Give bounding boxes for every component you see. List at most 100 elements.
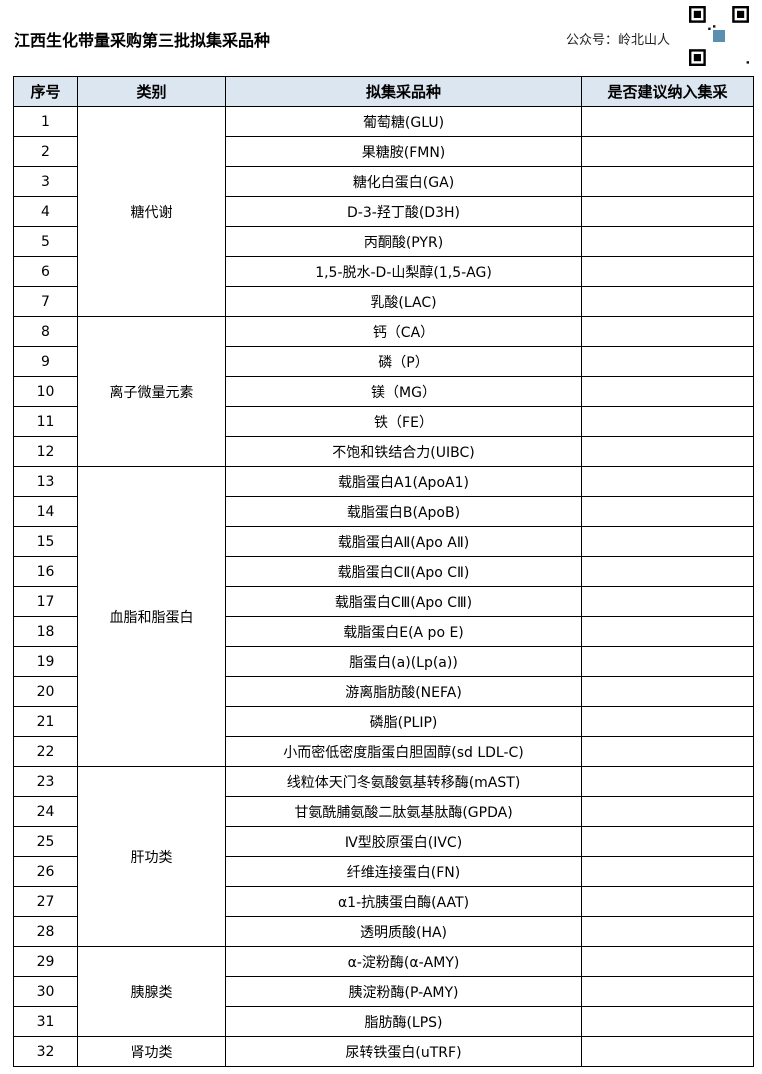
row-index: 8 bbox=[13, 316, 78, 347]
row-index: 15 bbox=[13, 526, 78, 557]
row-product: 磷脂(PLIP) bbox=[225, 706, 582, 737]
row-recommend-cell[interactable] bbox=[581, 826, 754, 857]
row-recommend-cell[interactable] bbox=[581, 586, 754, 617]
row-index: 31 bbox=[13, 1006, 78, 1037]
row-recommend-cell[interactable] bbox=[581, 196, 754, 227]
table-row: 20 游离脂肪酸(NEFA) bbox=[13, 676, 754, 707]
row-index: 23 bbox=[13, 766, 78, 797]
row-product: 丙酮酸(PYR) bbox=[225, 226, 582, 257]
row-index: 3 bbox=[13, 166, 78, 197]
row-index: 7 bbox=[13, 286, 78, 317]
row-category: 离子微量元素 bbox=[77, 316, 226, 467]
row-recommend-cell[interactable] bbox=[581, 736, 754, 767]
row-product: 不饱和铁结合力(UIBC) bbox=[225, 436, 582, 467]
row-category: 血脂和脂蛋白 bbox=[77, 466, 226, 767]
row-recommend-cell[interactable] bbox=[581, 676, 754, 707]
row-product: 小而密低密度脂蛋白胆固醇(sd LDL-C) bbox=[225, 736, 582, 767]
table-row: 21 磷脂(PLIP) bbox=[13, 706, 754, 737]
row-recommend-cell[interactable] bbox=[581, 796, 754, 827]
table-row: 9 磷（P） bbox=[13, 346, 754, 377]
row-category: 肝功类 bbox=[77, 766, 226, 947]
row-recommend-cell[interactable] bbox=[581, 316, 754, 347]
table-row: 25 Ⅳ型胶原蛋白(IVC) bbox=[13, 826, 754, 857]
table-row: 6 1,5-脱水-D-山梨醇(1,5-AG) bbox=[13, 256, 754, 287]
row-recommend-cell[interactable] bbox=[581, 526, 754, 557]
row-product: 载脂蛋白CⅢ(Apo CⅢ) bbox=[225, 586, 582, 617]
row-recommend-cell[interactable] bbox=[581, 256, 754, 287]
row-product: 镁（MG） bbox=[225, 376, 582, 407]
row-recommend-cell[interactable] bbox=[581, 166, 754, 197]
row-product: 线粒体天门冬氨酸氨基转移酶(mAST) bbox=[225, 766, 582, 797]
row-product: 乳酸(LAC) bbox=[225, 286, 582, 317]
row-product: 载脂蛋白B(ApoB) bbox=[225, 496, 582, 527]
row-recommend-cell[interactable] bbox=[581, 106, 754, 137]
row-index: 25 bbox=[13, 826, 78, 857]
row-recommend-cell[interactable] bbox=[581, 766, 754, 797]
row-index: 5 bbox=[13, 226, 78, 257]
row-product: 脂蛋白(a)(Lp(a)) bbox=[225, 646, 582, 677]
table-row: 7 乳酸(LAC) bbox=[13, 286, 754, 317]
row-index: 28 bbox=[13, 916, 78, 947]
table-row: 19 脂蛋白(a)(Lp(a)) bbox=[13, 646, 754, 677]
row-product: 透明质酸(HA) bbox=[225, 916, 582, 947]
row-index: 21 bbox=[13, 706, 78, 737]
row-category: 胰腺类 bbox=[77, 946, 226, 1037]
row-index: 2 bbox=[13, 136, 78, 167]
row-index: 22 bbox=[13, 736, 78, 767]
row-recommend-cell[interactable] bbox=[581, 976, 754, 1007]
row-recommend-cell[interactable] bbox=[581, 346, 754, 377]
row-product: 载脂蛋白CⅡ(Apo CⅡ) bbox=[225, 556, 582, 587]
table-row: 1 糖代谢 葡萄糖(GLU) bbox=[13, 106, 754, 317]
row-recommend-cell[interactable] bbox=[581, 136, 754, 167]
row-recommend-cell[interactable] bbox=[581, 286, 754, 317]
row-product: Ⅳ型胶原蛋白(IVC) bbox=[225, 826, 582, 857]
row-recommend-cell[interactable] bbox=[581, 466, 754, 497]
row-recommend-cell[interactable] bbox=[581, 616, 754, 647]
table-row: 30 胰淀粉酶(P-AMY) bbox=[13, 976, 754, 1007]
row-index: 19 bbox=[13, 646, 78, 677]
row-recommend-cell[interactable] bbox=[581, 1006, 754, 1037]
row-product: 纤维连接蛋白(FN) bbox=[225, 856, 582, 887]
row-category: 肾功类 bbox=[77, 1036, 226, 1067]
page-title: 江西生化带量采购第三批拟集采品种 bbox=[14, 31, 271, 50]
row-recommend-cell[interactable] bbox=[581, 376, 754, 407]
row-index: 26 bbox=[13, 856, 78, 887]
row-index: 27 bbox=[13, 886, 78, 917]
row-recommend-cell[interactable] bbox=[581, 226, 754, 257]
row-product: 胰淀粉酶(P-AMY) bbox=[225, 976, 582, 1007]
row-recommend-cell[interactable] bbox=[581, 706, 754, 737]
row-recommend-cell[interactable] bbox=[581, 436, 754, 467]
header-product: 拟集采品种 bbox=[225, 76, 582, 107]
row-recommend-cell[interactable] bbox=[581, 406, 754, 437]
row-index: 4 bbox=[13, 196, 78, 227]
row-index: 14 bbox=[13, 496, 78, 527]
row-recommend-cell[interactable] bbox=[581, 856, 754, 887]
row-recommend-cell[interactable] bbox=[581, 886, 754, 917]
table-row: 4 D-3-羟丁酸(D3H) bbox=[13, 196, 754, 227]
row-index: 24 bbox=[13, 796, 78, 827]
account-label: 公众号：岭北山人 bbox=[566, 33, 671, 48]
header-category: 类别 bbox=[77, 76, 226, 107]
row-product: 铁（FE） bbox=[225, 406, 582, 437]
row-product: 游离脂肪酸(NEFA) bbox=[225, 676, 582, 707]
row-product: 果糖胺(FMN) bbox=[225, 136, 582, 167]
table-row: 32 肾功类 尿转铁蛋白(uTRF) bbox=[13, 1036, 754, 1067]
table-row: 12 不饱和铁结合力(UIBC) bbox=[13, 436, 754, 467]
table-row: 23 肝功类 线粒体天门冬氨酸氨基转移酶(mAST) bbox=[13, 766, 754, 947]
row-recommend-cell[interactable] bbox=[581, 646, 754, 677]
row-recommend-cell[interactable] bbox=[581, 946, 754, 977]
row-recommend-cell[interactable] bbox=[581, 916, 754, 947]
row-index: 18 bbox=[13, 616, 78, 647]
row-index: 30 bbox=[13, 976, 78, 1007]
table-row: 29 胰腺类 α-淀粉酶(α-AMY) bbox=[13, 946, 754, 1037]
row-index: 16 bbox=[13, 556, 78, 587]
row-product: α1-抗胰蛋白酶(AAT) bbox=[225, 886, 582, 917]
row-recommend-cell[interactable] bbox=[581, 556, 754, 587]
table-row: 3 糖化白蛋白(GA) bbox=[13, 166, 754, 197]
row-recommend-cell[interactable] bbox=[581, 1036, 754, 1067]
table-row: 22 小而密低密度脂蛋白胆固醇(sd LDL-C) bbox=[13, 736, 754, 767]
table-row: 26 纤维连接蛋白(FN) bbox=[13, 856, 754, 887]
row-recommend-cell[interactable] bbox=[581, 496, 754, 527]
row-product: 钙（CA） bbox=[225, 316, 582, 347]
row-product: 糖化白蛋白(GA) bbox=[225, 166, 582, 197]
